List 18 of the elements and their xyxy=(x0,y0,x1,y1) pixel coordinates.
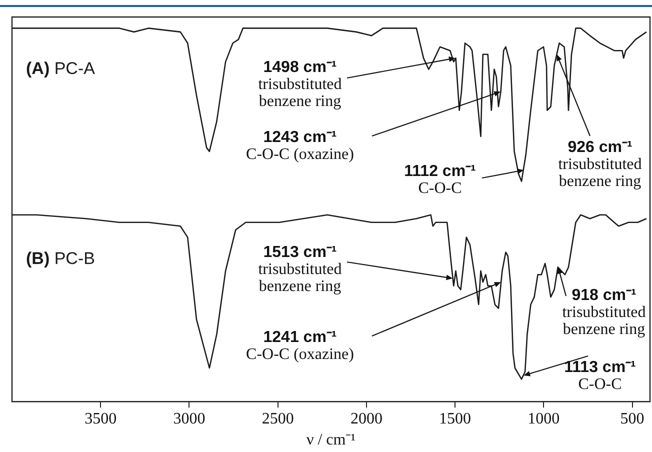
x-tick-label: 500 xyxy=(620,410,644,428)
annotation: 1498 cm⁻¹ trisubstituted benzene ring xyxy=(258,59,342,110)
annotation: 1112 cm⁻¹ C-O-C xyxy=(404,163,476,197)
x-axis-title: ν / cm⁻¹ xyxy=(306,432,356,449)
annotation: 918 cm⁻¹ trisubstituted benzene ring xyxy=(562,287,646,338)
x-tick-label: 2500 xyxy=(262,410,294,428)
x-tick-label: 2000 xyxy=(350,410,382,428)
x-tick-label: 1500 xyxy=(439,410,472,428)
series-label: (B) PC-B xyxy=(26,249,95,268)
annotation: 1243 cm⁻¹ C-O-C (oxazine) xyxy=(246,129,354,163)
x-tick-label: 1000 xyxy=(528,410,560,428)
annotation: 1241 cm⁻¹ C-O-C (oxazine) xyxy=(246,329,354,363)
series-label: (A) PC-A xyxy=(26,59,96,78)
annotation: 1113 cm⁻¹ C-O-C xyxy=(564,359,636,393)
annotation: 926 cm⁻¹ trisubstituted benzene ring xyxy=(558,139,642,190)
x-tick-label: 3000 xyxy=(173,410,206,428)
x-tick-label: 3500 xyxy=(84,410,117,428)
annotation: 1513 cm⁻¹ trisubstituted benzene ring xyxy=(258,244,342,295)
